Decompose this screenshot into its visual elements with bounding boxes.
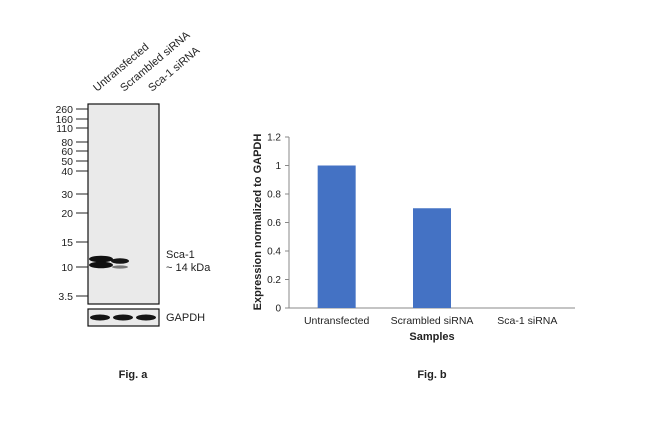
- mw-label-30: 30: [61, 189, 73, 201]
- blot-panel: [87, 103, 160, 305]
- sca1-bands: [89, 255, 129, 269]
- band-scrambled-upper: [111, 258, 129, 264]
- bar-group: [317, 165, 451, 308]
- mw-label-3-5: 3.5: [58, 291, 73, 303]
- mw-label-60: 60: [61, 146, 73, 158]
- y-tick-label: 0.2: [267, 275, 281, 286]
- x-tick-label: Untransfected: [304, 315, 370, 327]
- western-blot: Untransfected Scrambled siRNA Sca-1 siRN…: [55, 29, 211, 381]
- x-tick-group: Untransfected Scrambled siRNA Sca-1 siRNA: [304, 315, 557, 327]
- band-untransfected-lower: [89, 261, 113, 269]
- gapdh-band-untransfected: [90, 314, 110, 321]
- mw-label-160: 160: [55, 114, 73, 126]
- gapdh-band-sca1-sirna: [136, 314, 156, 321]
- loading-control-label: GAPDH: [166, 312, 205, 324]
- target-label-name: Sca-1: [166, 249, 195, 261]
- figure-label-b: Fig. b: [417, 369, 447, 381]
- x-axis-title: Samples: [409, 331, 454, 343]
- y-tick-label: 1: [275, 161, 281, 172]
- target-label-size: ~ 14 kDa: [166, 262, 211, 274]
- mw-label-15: 15: [61, 237, 73, 249]
- mw-label-20: 20: [61, 208, 73, 220]
- y-tick-group: 0 0.2 0.4 0.6 0.8 1 1.2: [267, 133, 289, 315]
- x-tick-label: Scrambled siRNA: [391, 315, 474, 327]
- y-tick-label: 0.8: [267, 190, 281, 201]
- bar-scrambled-sirna: [413, 208, 451, 308]
- figure-label-a: Fig. a: [119, 369, 149, 381]
- mw-label-50: 50: [61, 156, 73, 168]
- x-tick-label: Sca-1 siRNA: [497, 315, 557, 327]
- mw-label-40: 40: [61, 166, 73, 178]
- band-scrambled-lower: [112, 265, 128, 269]
- y-tick-label: 0: [275, 304, 281, 315]
- mw-marker-column: 260 160 110 80 60 50 40 30 20 15 10 3.5: [55, 104, 88, 303]
- gapdh-band-scrambled: [113, 314, 133, 321]
- mw-label-260: 260: [55, 104, 73, 116]
- y-tick-label: 0.4: [267, 247, 281, 258]
- y-tick-label: 1.2: [267, 133, 281, 144]
- mw-label-110: 110: [56, 123, 73, 135]
- mw-label-80: 80: [61, 137, 73, 149]
- band-untransfected-upper: [89, 255, 113, 263]
- y-axis-title: Expression normalized to GAPDH: [252, 134, 264, 311]
- mw-label-10: 10: [61, 262, 73, 274]
- y-tick-label: 0.6: [267, 218, 281, 229]
- bar-untransfected: [317, 165, 356, 308]
- bar-chart: 0 0.2 0.4 0.6 0.8 1 1.2 Untransfected Scrambled…: [252, 133, 575, 381]
